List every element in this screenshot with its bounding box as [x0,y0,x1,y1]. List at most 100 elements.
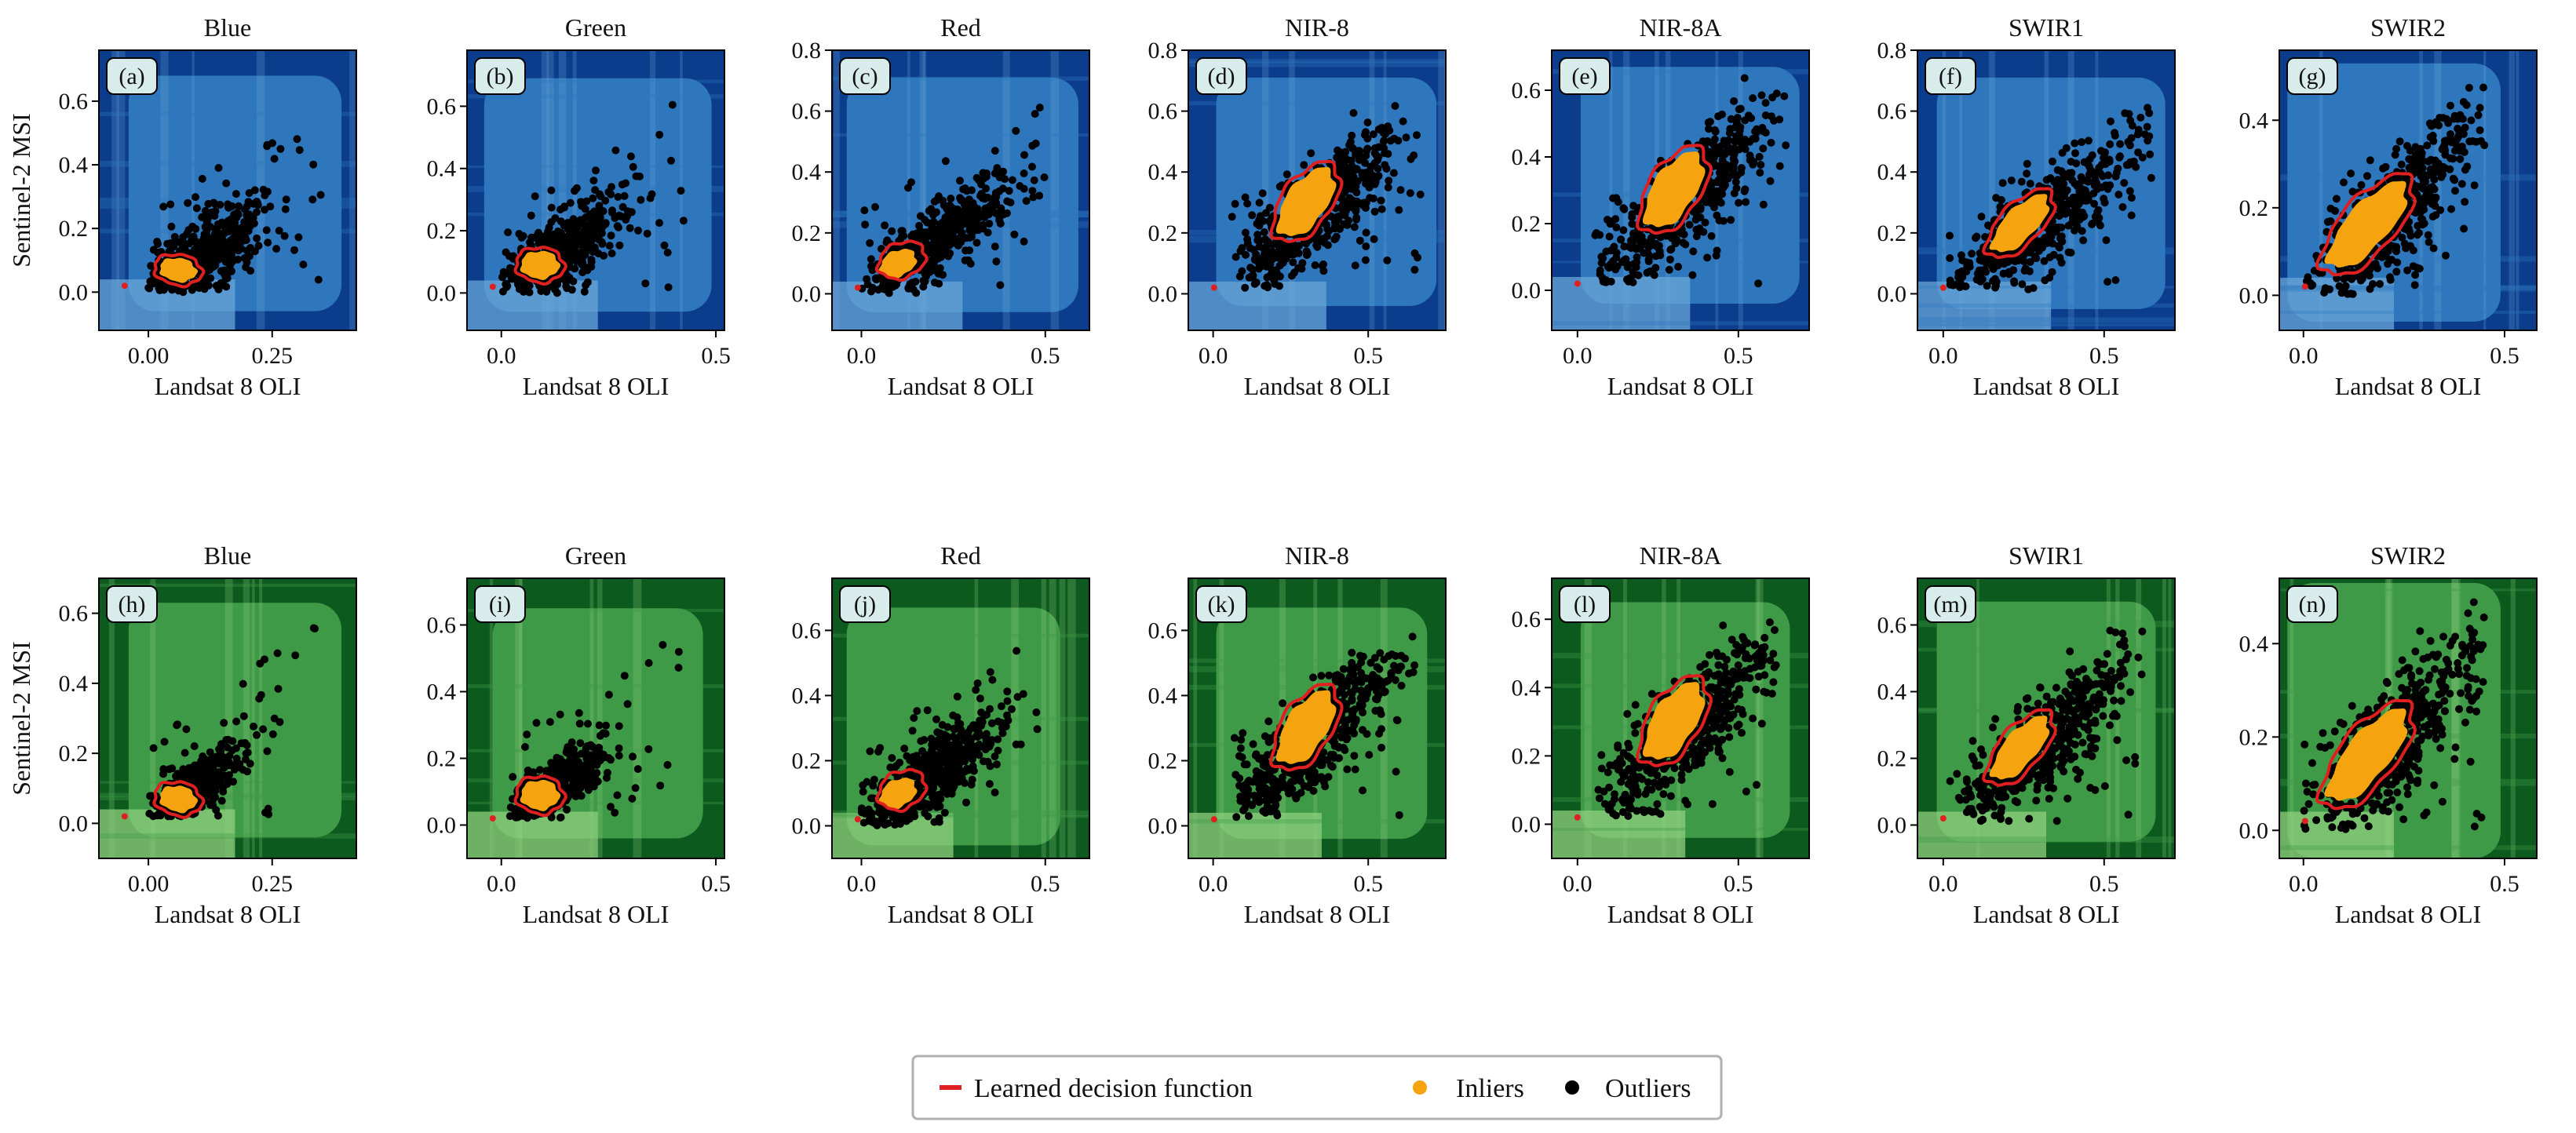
outlier-point [2013,255,2022,264]
panel-title: Blue [204,13,251,42]
outlier-point [607,231,615,240]
outlier-point [243,749,252,757]
outlier-point [868,283,877,292]
outlier-point [1252,250,1261,259]
outlier-point [1275,282,1283,290]
origin-marker [489,815,496,822]
outlier-point [1341,154,1349,162]
outlier-point [199,752,207,760]
outlier-point [2089,189,2098,198]
panel-body [1188,50,1446,330]
outlier-point [1976,277,1985,286]
decision-contour [513,774,567,818]
outlier-point [2078,227,2086,235]
decision-band [1623,50,1630,330]
outlier-point [259,185,268,194]
outlier-point [999,210,1008,219]
outlier-point [2055,212,2063,220]
outlier-point [2080,176,2088,184]
outlier-point [995,187,1004,195]
outlier-point [2398,233,2406,242]
outlier-point [930,279,939,287]
outlier-point [222,179,231,188]
outlier-point [1349,109,1358,117]
outlier-point [2462,100,2471,109]
outlier-point [935,240,943,249]
outlier-point [1611,265,1620,274]
outlier-point [1716,162,1724,170]
outlier-point [1710,141,1719,150]
outlier-point [1279,241,1288,250]
outlier-point [2073,181,2082,190]
outlier-point [293,135,301,144]
outlier-point [1759,144,1768,153]
y-tick-label: 0.2 [1512,211,1542,237]
x-axis-label: Landsat 8 OLI [2335,372,2482,400]
outlier-point [1275,246,1283,255]
outlier-point [628,794,637,803]
outlier-point [224,269,232,278]
outlier-point [2136,113,2145,122]
outlier-point [1416,190,1425,199]
outlier-point [1983,282,1991,290]
y-tick-label: 0.4 [59,671,89,697]
outlier-point [1333,153,1341,162]
decision-band [160,50,169,330]
panel-tag-box [474,585,526,623]
x-tick-label: 0.0 [847,343,877,369]
x-tick-label: 0.0 [487,871,516,897]
outlier-point [1696,205,1705,213]
outlier-point [1028,187,1037,195]
outlier-point [254,242,263,250]
outlier-point [644,745,653,753]
outlier-point [291,651,300,660]
y-tick-label: 0.6 [1877,99,1907,125]
outlier-point [962,201,971,209]
outlier-point [2323,217,2332,226]
outlier-point [1628,213,1636,221]
decision-band [558,50,567,330]
outlier-point [2467,116,2476,125]
outlier-point [1973,269,1982,278]
outlier-point [2102,236,2111,245]
outlier-point [2461,198,2469,206]
outlier-point [1992,194,2001,202]
outlier-point [1402,133,1410,142]
outlier-point [213,811,222,820]
outlier-point [585,223,593,231]
outlier-point [1998,179,2007,188]
outlier-point [263,142,272,151]
outlier-point [2340,275,2348,283]
outlier-point [2057,258,2066,267]
outlier-point [591,226,600,235]
outlier-point [2457,180,2466,188]
decision-band [650,50,656,330]
outlier-point [2440,137,2449,145]
decision-band [597,578,603,858]
outlier-point [597,192,605,201]
outlier-point [2456,155,2465,163]
outlier-point [208,263,217,271]
outlier-point [149,246,158,254]
outlier-point [1711,127,1720,136]
outlier-point [2090,181,2099,190]
y-tick-label: 0.0 [59,811,89,836]
decision-band [541,50,549,330]
outlier-point [299,260,308,269]
outlier-point [504,228,513,237]
outlier-point [971,205,980,213]
outlier-point [188,286,196,294]
outlier-point [2415,264,2424,273]
decision-region-light [1552,277,1691,330]
decision-band [832,133,1089,137]
outlier-point [575,218,583,226]
outlier-point [1369,130,1377,139]
outlier-point [577,792,586,800]
outlier-point [1628,220,1636,228]
outlier-point [966,260,975,268]
outlier-point [946,219,954,227]
outlier-point [1356,199,1364,208]
decision-contour [152,253,206,289]
outlier-point [2331,206,2339,215]
